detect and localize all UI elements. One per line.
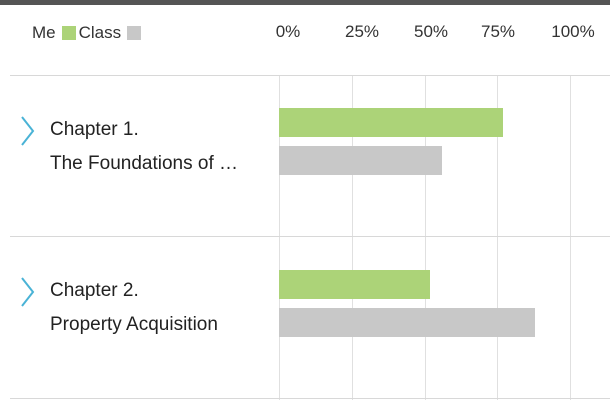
legend-class-label: Class (78, 23, 122, 42)
bar-chapter-2-class (279, 308, 535, 337)
row-separator (10, 236, 610, 237)
bar-chapter-1-me (279, 108, 503, 137)
chapter-1-row[interactable]: Chapter 1. The Foundations of … (16, 114, 266, 184)
x-tick-label: 0% (275, 22, 301, 41)
x-tick-label: 25% (344, 22, 380, 41)
gridline (352, 75, 353, 400)
gridline (497, 75, 498, 400)
x-tick-label: 75% (480, 22, 516, 41)
bar-chapter-1-class (279, 146, 442, 175)
chapter-2-number: Chapter 2. (50, 280, 139, 301)
row-separator (10, 75, 610, 76)
gridline (570, 75, 571, 400)
legend: Me Class (32, 22, 144, 44)
chapter-2-row[interactable]: Chapter 2. Property Acquisition (16, 275, 266, 345)
row-separator (10, 398, 610, 399)
chapter-1-name: The Foundations of … (50, 153, 238, 174)
x-tick-label: 100% (551, 22, 595, 41)
legend-me-swatch (61, 26, 76, 40)
gridline (279, 75, 280, 400)
chapter-1-number: Chapter 1. (50, 119, 139, 140)
x-tick-label: 50% (413, 22, 449, 41)
chapter-2-name: Property Acquisition (50, 314, 218, 335)
gridline (425, 75, 426, 400)
top-border (0, 0, 610, 5)
legend-me-label: Me (32, 23, 56, 42)
chevron-right-icon[interactable] (16, 275, 38, 309)
chevron-right-icon[interactable] (16, 114, 38, 148)
legend-class-swatch (127, 26, 142, 40)
bar-chapter-2-me (279, 270, 430, 299)
